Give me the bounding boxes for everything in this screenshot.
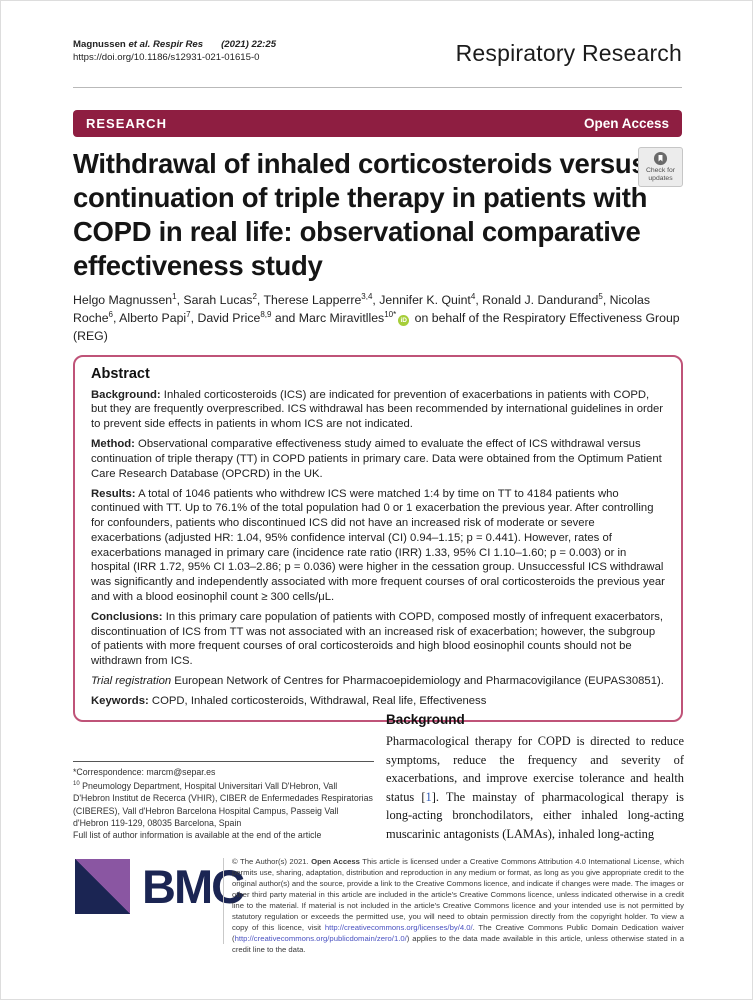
abstract-section-label: Trial registration <box>91 675 172 688</box>
article-type-banner: RESEARCH Open Access <box>73 110 682 137</box>
abstract-section-label: Conclusions: <box>91 610 163 623</box>
article-type-label: RESEARCH <box>86 116 167 131</box>
author-list: Helgo Magnussen1, Sarah Lucas2, Therese … <box>73 291 683 345</box>
citation-issue: (2021) 22:25 <box>221 39 277 50</box>
author-group-suffix: on behalf of the Respiratory Effectivene… <box>73 311 680 343</box>
footer-license-link[interactable]: http://creativecommons.org/publicdomain/… <box>234 934 407 943</box>
doi-link[interactable]: https://doi.org/10.1186/s12931-021-01615… <box>73 52 260 63</box>
open-access-label: Open Access <box>583 116 669 131</box>
open-access-label-footer: Open Access <box>311 857 360 866</box>
citation-block: Magnussen et al. Respir Res (2021) 22:25 … <box>73 38 276 64</box>
abstract-section-text: COPD, Inhaled corticosteroids, Withdrawa… <box>148 695 487 708</box>
abstract-section-text: In this primary care population of patie… <box>91 610 664 667</box>
citation-journal: et al. Respir Res <box>128 39 204 50</box>
section-heading-background: Background <box>386 712 465 727</box>
author-affiliation-sup: 7 <box>186 309 191 319</box>
correspondence-email-link[interactable]: marcm@separ.es <box>146 767 216 777</box>
header-divider <box>73 87 682 88</box>
abstract-section: Results: A total of 1046 patients who wi… <box>91 487 665 605</box>
correspondence-line: *Correspondence: marcm@separ.es <box>73 767 216 777</box>
author-affiliation-sup: 6 <box>108 309 113 319</box>
bmc-logo-icon <box>75 859 130 914</box>
author-affiliation-sup: 10* <box>384 309 397 319</box>
abstract-section-label: Results: <box>91 487 136 500</box>
author-name: , Alberto Papi <box>113 311 187 325</box>
abstract-heading: Abstract <box>91 366 150 382</box>
author-affiliation-sup: 3,4 <box>361 291 373 301</box>
body-column: Background Pharmacological therapy for C… <box>386 712 684 844</box>
body-paragraph: Pharmacological therapy for COPD is dire… <box>386 734 684 841</box>
check-updates-label: Check for updates <box>645 167 676 182</box>
abstract-section-label: Background: <box>91 388 161 401</box>
copyright-notice: © The Author(s) 2021. Open Access This a… <box>232 856 684 955</box>
abstract-section-text: Observational comparative effectiveness … <box>91 438 662 480</box>
check-for-updates-button[interactable]: Check for updates <box>638 147 683 187</box>
correspondence-footnote: *Correspondence: marcm@separ.es 10 Pneum… <box>73 761 374 841</box>
crossmark-icon <box>653 152 668 166</box>
footer-license-link[interactable]: http://creativecommons.org/licenses/by/4… <box>324 923 473 932</box>
abstract-section: Conclusions: In this primary care popula… <box>91 610 665 669</box>
abstract-section: Method: Observational comparative effect… <box>91 437 665 481</box>
bmc-logo-text: BMC <box>142 860 245 913</box>
orcid-icon[interactable]: iD <box>398 315 410 326</box>
abstract-section-label: Keywords: <box>91 695 149 708</box>
author-name: , Nicolas Roche <box>73 293 650 325</box>
page-header: Magnussen et al. Respir Res (2021) 22:25 … <box>73 38 682 67</box>
abstract-section-text: European Network of Centres for Pharmaco… <box>171 675 664 688</box>
journal-title: Respiratory Research <box>455 40 682 66</box>
copyright-text: . The Creative Commons Public Domain Ded… <box>232 923 684 943</box>
abstract-section: Trial registration European Network of C… <box>91 674 665 689</box>
copyright-text: © The Author(s) 2021. <box>232 857 312 866</box>
abstract-section-label: Method: <box>91 438 135 451</box>
author-name: , Sarah Lucas <box>176 293 253 307</box>
abstract-sections: Background: Inhaled corticosteroids (ICS… <box>91 388 665 710</box>
author-affiliation-sup: 1 <box>172 291 177 301</box>
footer-divider <box>223 858 224 944</box>
abstract-box: Abstract Background: Inhaled corticoster… <box>73 355 683 723</box>
abstract-section-text: A total of 1046 patients who withdrew IC… <box>91 487 665 603</box>
author-name: Helgo Magnussen <box>73 293 173 307</box>
copyright-text: This article is licensed under a Creativ… <box>232 857 684 932</box>
author-name: , Therese Lapperre <box>256 293 362 307</box>
copyright-text: ) applies to the data made available in … <box>232 934 684 954</box>
abstract-section: Background: Inhaled corticosteroids (ICS… <box>91 388 665 432</box>
abstract-section: Keywords: COPD, Inhaled corticosteroids,… <box>91 694 665 709</box>
affiliation-line: 10 Pneumology Department, Hospital Unive… <box>73 781 373 828</box>
author-affiliation-sup: 8,9 <box>260 309 272 319</box>
author-name: and Marc Miravitlles <box>271 311 385 325</box>
article-title: Withdrawal of inhaled corticosteroids ve… <box>73 148 648 281</box>
author-name: , Ronald J. Dandurand <box>475 293 599 307</box>
author-name: , Jennifer K. Quint <box>372 293 471 307</box>
author-affiliation-sup: 2 <box>252 291 257 301</box>
bmc-logo: BMC <box>75 859 245 914</box>
abstract-section-text: Inhaled corticosteroids (ICS) are indica… <box>91 388 664 430</box>
author-name: , David Price <box>190 311 261 325</box>
citation-author: Magnussen <box>73 39 129 50</box>
author-affiliation-sup: 5 <box>598 291 603 301</box>
author-info-note: Full list of author information is avail… <box>73 829 322 840</box>
author-affiliation-sup: 4 <box>470 291 476 301</box>
reference-link-1[interactable]: 1 <box>425 789 432 804</box>
